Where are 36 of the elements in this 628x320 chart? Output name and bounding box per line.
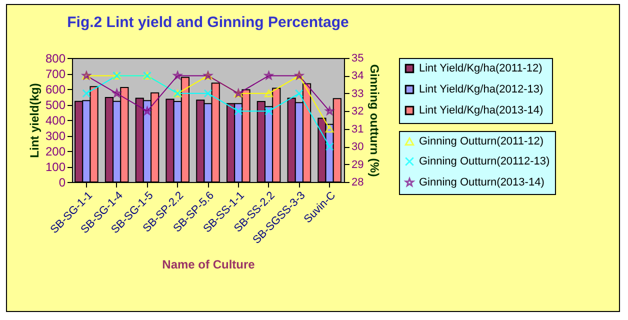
y2-tick-label: 35 bbox=[352, 52, 364, 64]
y2-tick-label: 32 bbox=[352, 106, 364, 118]
point bbox=[325, 142, 334, 151]
point bbox=[204, 89, 212, 98]
y-tick-label: 800 bbox=[45, 52, 66, 66]
y2-tick-label: 33 bbox=[352, 88, 364, 100]
y-tick-label: 200 bbox=[45, 144, 66, 158]
y2-tick-label: 31 bbox=[352, 123, 364, 136]
point bbox=[264, 106, 274, 116]
y2-tick-label: 29 bbox=[352, 158, 364, 171]
y-tick-label: 400 bbox=[45, 114, 66, 128]
chart-title: Fig.2 Lint yield and Ginning Percentage bbox=[67, 14, 349, 31]
y2-tick-label: 30 bbox=[352, 141, 364, 154]
x-axis-title: Name of Culture bbox=[162, 258, 256, 272]
point bbox=[82, 89, 91, 98]
y2-tick-label: 34 bbox=[352, 70, 364, 82]
y-tick-label: 300 bbox=[45, 129, 66, 143]
legend-label: Ginning Outturn(2011-12) bbox=[419, 136, 544, 148]
point bbox=[264, 90, 274, 98]
point bbox=[294, 89, 304, 98]
point bbox=[325, 106, 334, 115]
y-tick-label: 500 bbox=[45, 98, 66, 112]
y-tick-label: 0 bbox=[58, 176, 66, 190]
y2-tick-label: 28 bbox=[352, 176, 364, 188]
legend-label: Ginning Outturn(20112-13) bbox=[419, 156, 550, 168]
y-axis-title: Lint yield(kg) bbox=[27, 83, 42, 158]
legend-label: Ginning Outturn(2013-14) bbox=[419, 176, 544, 188]
y-tick-label: 600 bbox=[45, 82, 66, 96]
point bbox=[234, 106, 243, 116]
legend-label: Lint Yield/Kg/ha(2013-14) bbox=[419, 104, 544, 116]
y-tick-label: 700 bbox=[45, 67, 66, 81]
legend-label: Lint Yield/Kg/ha(2012-13) bbox=[419, 84, 544, 96]
y-tick-label: 100 bbox=[45, 160, 66, 174]
legend-label: Lint Yield/Kg/ha(2011-12) bbox=[419, 62, 542, 74]
point bbox=[325, 125, 334, 133]
y2-axis-title: Ginning outturn (%) bbox=[368, 64, 382, 177]
